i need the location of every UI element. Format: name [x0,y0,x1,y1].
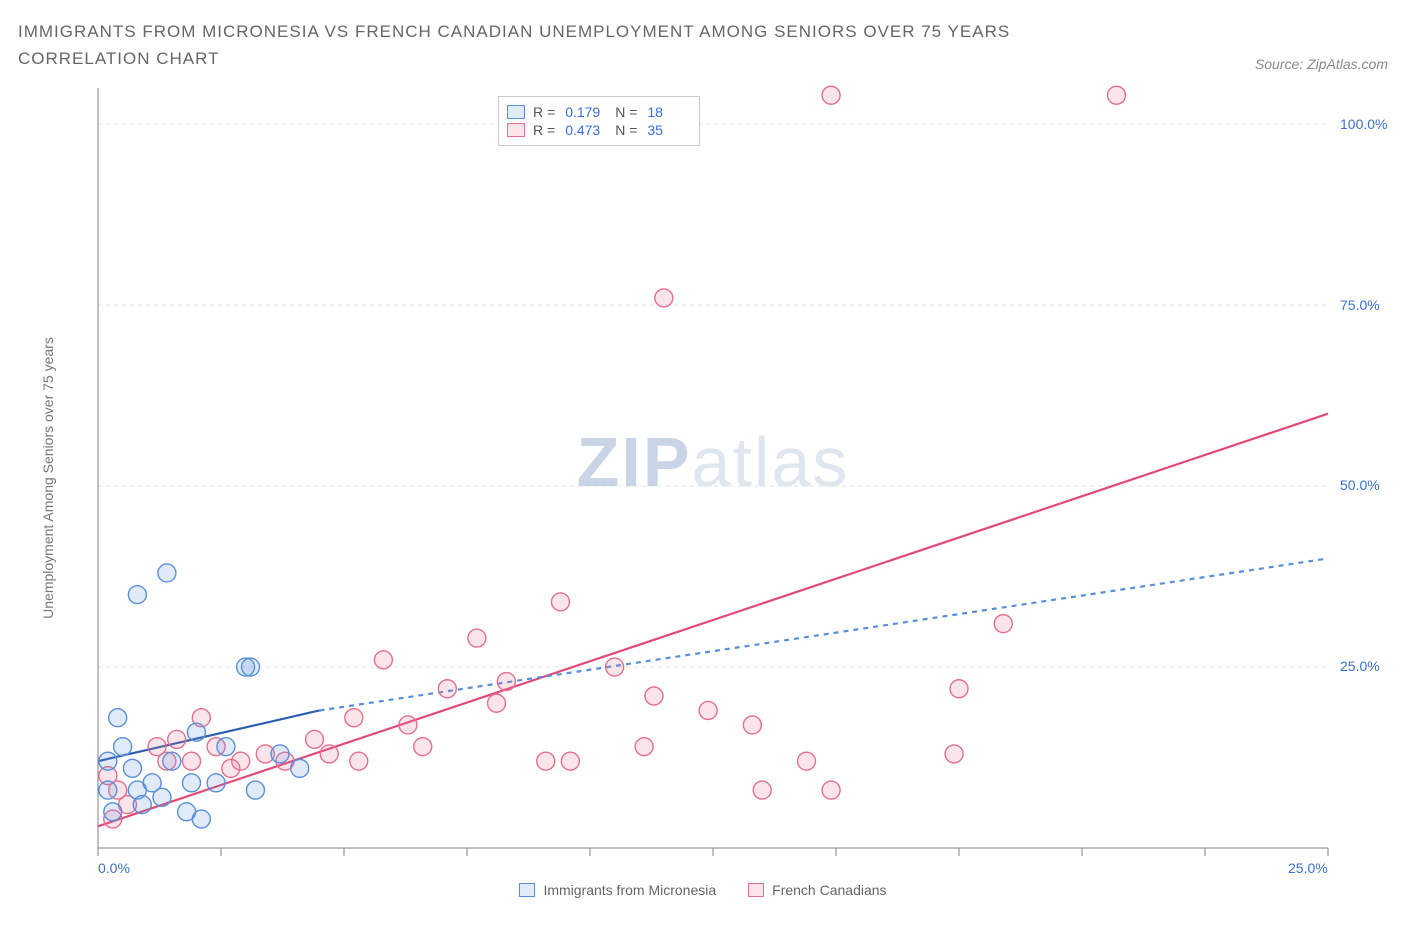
stat-r-label: R = [533,122,555,138]
legend-swatch [519,883,535,897]
source-value: ZipAtlas.com [1307,56,1388,72]
chart-source: Source: ZipAtlas.com [1255,56,1388,72]
stats-row: R = 0.473 N = 35 [507,122,689,138]
stat-r-label: R = [533,104,555,120]
source-label: Source: [1255,56,1303,72]
stat-n-label: N = [615,104,637,120]
y-axis-label: Unemployment Among Seniors over 75 years [40,338,56,620]
stat-n-label: N = [615,122,637,138]
stats-box: R = 0.179 N = 18 R = 0.473 N = 35 [498,96,700,146]
stats-row: R = 0.179 N = 18 [507,104,689,120]
legend-item: French Canadians [748,882,886,898]
chart-header: IMMIGRANTS FROM MICRONESIA VS FRENCH CAN… [18,18,1388,72]
legend-item: Immigrants from Micronesia [519,882,716,898]
stat-n-value: 18 [647,104,689,120]
y-tick-label: 25.0% [1340,658,1380,674]
y-tick-label: 50.0% [1340,477,1380,493]
correlation-chart: IMMIGRANTS FROM MICRONESIA VS FRENCH CAN… [18,18,1388,898]
legend-label: Immigrants from Micronesia [543,882,716,898]
plot-zone: Unemployment Among Seniors over 75 years… [58,78,1368,878]
y-tick-label: 75.0% [1340,297,1380,313]
x-tick-label: 0.0% [98,860,130,876]
y-tick-label: 100.0% [1340,116,1387,132]
series-swatch [507,123,525,137]
x-tick-label: 25.0% [1288,860,1328,876]
series-swatch [507,105,525,119]
stat-r-value: 0.179 [565,104,607,120]
chart-title: IMMIGRANTS FROM MICRONESIA VS FRENCH CAN… [18,18,1118,72]
legend-label: French Canadians [772,882,886,898]
legend-swatch [748,883,764,897]
stat-r-value: 0.473 [565,122,607,138]
stat-n-value: 35 [647,122,689,138]
legend: Immigrants from Micronesia French Canadia… [18,882,1388,898]
scatter-plot-svg [58,78,1368,878]
